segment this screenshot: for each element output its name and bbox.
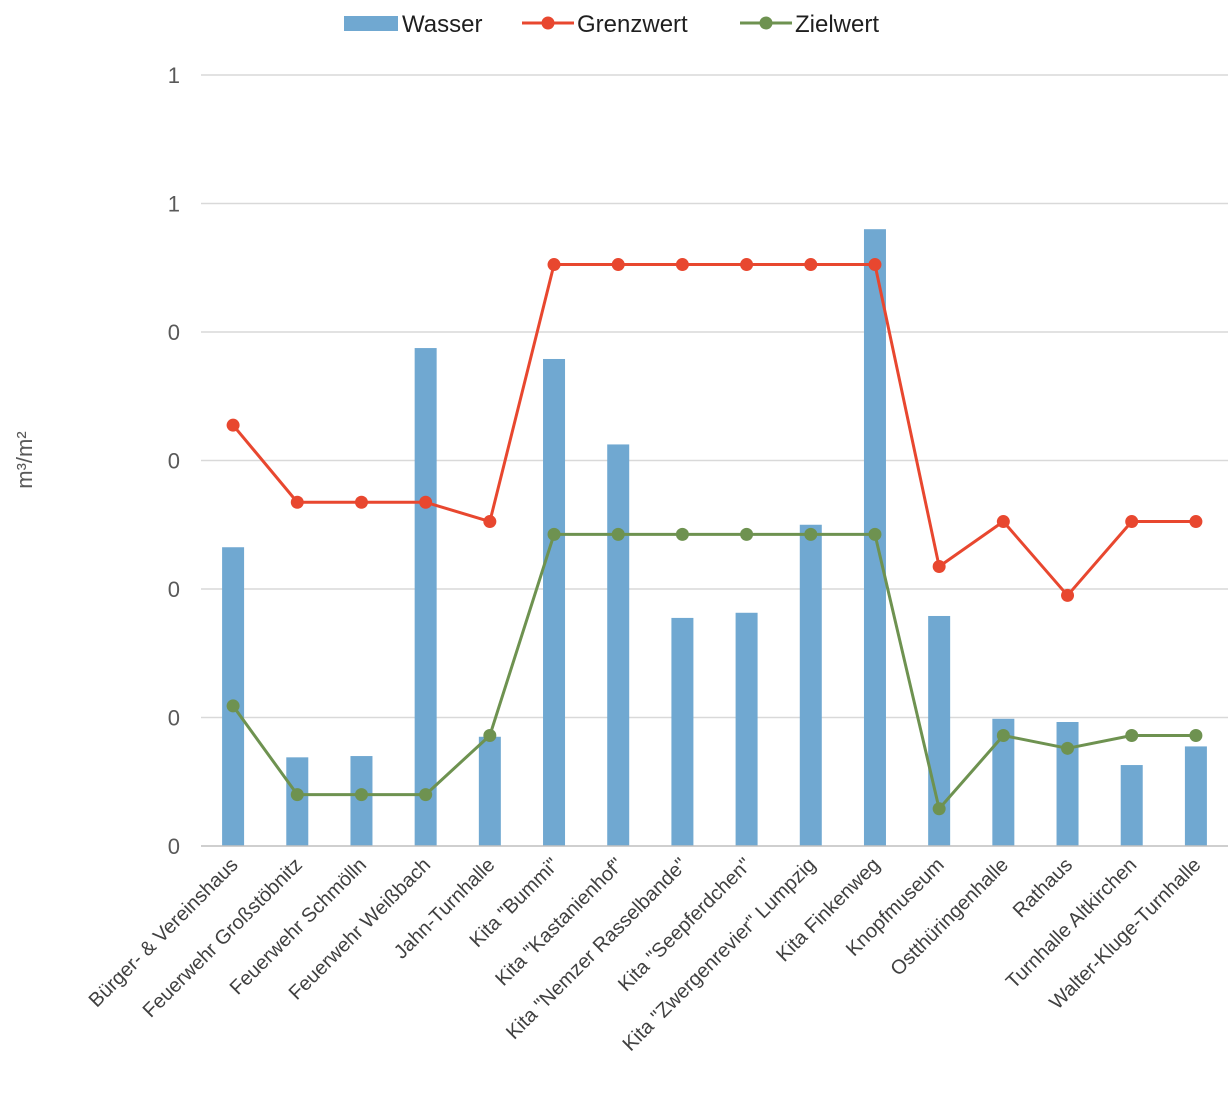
y-tick-label: 1 <box>168 192 180 217</box>
line-grenzwert <box>231 263 1196 597</box>
point-grenzwert <box>1189 515 1203 529</box>
point-grenzwert <box>1061 588 1075 602</box>
point-grenzwert <box>611 258 625 272</box>
y-tick-label: 0 <box>168 706 180 731</box>
point-grenzwert <box>290 495 304 509</box>
y-axis-ticks: 0 0 0 0 0 1 1 <box>168 63 180 859</box>
legend-label-grenzwert: Grenzwert <box>577 11 688 38</box>
bar-wasser <box>1120 765 1143 846</box>
y-tick-label: 0 <box>168 834 180 859</box>
legend-marker-grenzwert <box>541 16 555 30</box>
legend-swatch-wasser <box>344 16 398 31</box>
bar-wasser <box>286 757 309 846</box>
point-zielwert <box>996 728 1010 742</box>
point-zielwert <box>354 788 368 802</box>
point-zielwert <box>611 527 625 541</box>
point-grenzwert <box>483 515 497 529</box>
bar-wasser <box>607 444 630 846</box>
y-axis-label: m³/m² <box>12 431 37 488</box>
x-category-label: Ostthüringenhalle <box>886 854 1012 980</box>
point-zielwert <box>675 527 689 541</box>
y-tick-label: 0 <box>168 449 180 474</box>
point-zielwert <box>932 802 946 816</box>
point-grenzwert <box>740 258 754 272</box>
bar-wasser <box>543 358 566 846</box>
gridlines <box>201 74 1228 719</box>
line-series <box>226 258 1203 816</box>
point-zielwert <box>290 788 304 802</box>
line-zielwert <box>231 532 1196 811</box>
y-tick-label: 0 <box>168 320 180 345</box>
point-zielwert <box>483 728 497 742</box>
point-grenzwert <box>868 258 882 272</box>
point-zielwert <box>740 527 754 541</box>
bar-wasser <box>1184 746 1207 846</box>
bar-wasser <box>1056 721 1079 846</box>
point-zielwert <box>226 699 240 713</box>
legend: Wasser Grenzwert Zielwert <box>344 11 879 38</box>
point-grenzwert <box>1125 515 1139 529</box>
point-zielwert <box>419 788 433 802</box>
point-zielwert <box>1061 741 1075 755</box>
point-zielwert <box>804 527 818 541</box>
bar-wasser <box>414 348 437 846</box>
legend-marker-zielwert <box>759 16 773 30</box>
point-grenzwert <box>226 418 240 432</box>
point-grenzwert <box>932 560 946 574</box>
bar-wasser <box>735 612 758 846</box>
point-zielwert <box>868 527 882 541</box>
bar-wasser <box>222 547 245 846</box>
point-grenzwert <box>354 495 368 509</box>
bar-wasser <box>478 736 501 846</box>
point-zielwert <box>1189 728 1203 742</box>
bars-wasser <box>222 229 1207 846</box>
bar-wasser <box>992 718 1015 846</box>
point-grenzwert <box>804 258 818 272</box>
point-zielwert <box>1125 728 1139 742</box>
legend-label-wasser: Wasser <box>402 11 482 38</box>
bar-wasser <box>799 524 822 846</box>
point-grenzwert <box>675 258 689 272</box>
point-zielwert <box>547 527 561 541</box>
bar-wasser <box>671 617 694 846</box>
y-tick-label: 0 <box>168 577 180 602</box>
point-grenzwert <box>547 258 561 272</box>
y-tick-label: 1 <box>168 63 180 88</box>
point-grenzwert <box>419 495 433 509</box>
legend-label-zielwert: Zielwert <box>795 11 879 38</box>
point-grenzwert <box>996 515 1010 529</box>
